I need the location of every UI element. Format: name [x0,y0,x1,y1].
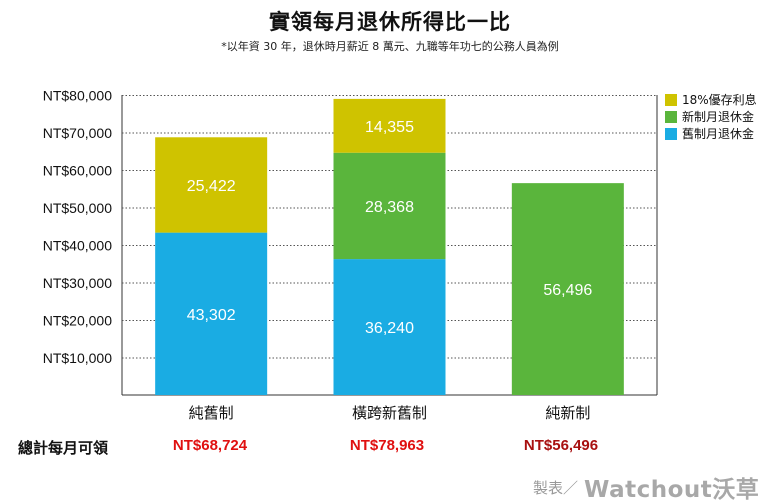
chart-legend: 18%優存利息 新制月退休金 舊制月退休金 [665,91,757,142]
y-tick-label: NT$60,000 [43,163,112,179]
bar-data-label: 28,368 [365,199,414,216]
bar-data-label: 25,422 [187,178,236,195]
x-tick-label: 純新制 [545,404,590,422]
chart-subtitle: *以年資 30 年，退休時月薪近 8 萬元、九職等年功七的公務人員為例 [221,40,559,53]
legend-item-old-pension: 舊制月退休金 [665,125,757,142]
bar-data-label: 36,240 [365,320,414,337]
legend-swatch-old-pension [665,127,677,140]
brand-logo: Watchout沃草 [584,477,760,503]
x-tick-label: 橫跨新舊制 [352,404,427,422]
y-tick-label: NT$30,000 [43,275,112,291]
legend-label-old-pension: 舊制月退休金 [682,127,755,141]
legend-label-new-pension: 新制月退休金 [682,110,755,124]
y-tick-label: NT$40,000 [43,238,112,254]
legend-item-interest: 18%優存利息 [665,91,757,108]
chart-title: 實領每月退休所得比一比 [269,10,511,34]
bar-segment [333,259,446,395]
y-tick-label: NT$10,000 [43,350,112,366]
y-tick-label: NT$70,000 [43,125,112,141]
bar-segment [333,152,446,260]
bar-segment [333,98,446,153]
credit-line: 製表／ Watchout沃草 [533,470,759,504]
total-value-mixed: NT$78,963 [349,437,425,454]
y-tick-label: NT$80,000 [43,88,112,104]
bar-data-label: 14,355 [365,119,414,136]
legend-swatch-interest [665,93,677,106]
legend-label-interest: 18%優存利息 [682,93,757,107]
legend-item-new-pension: 新制月退休金 [665,108,757,125]
y-tick-label: NT$20,000 [43,313,112,329]
credit-prefix: 製表／ [533,478,579,497]
total-value-new: NT$56,496 [523,437,599,454]
y-tick-label: NT$50,000 [43,200,112,216]
bar-data-label: 56,496 [543,282,592,299]
totals-label: 總計每月可領 [18,439,109,457]
x-tick-label: 純舊制 [189,404,234,422]
bar-segment [155,137,268,233]
legend-swatch-new-pension [665,110,677,123]
bar-segment [155,232,268,395]
total-value-old: NT$68,724 [172,437,248,454]
bar-data-label: 43,302 [187,307,236,324]
bar-segment [511,183,624,395]
